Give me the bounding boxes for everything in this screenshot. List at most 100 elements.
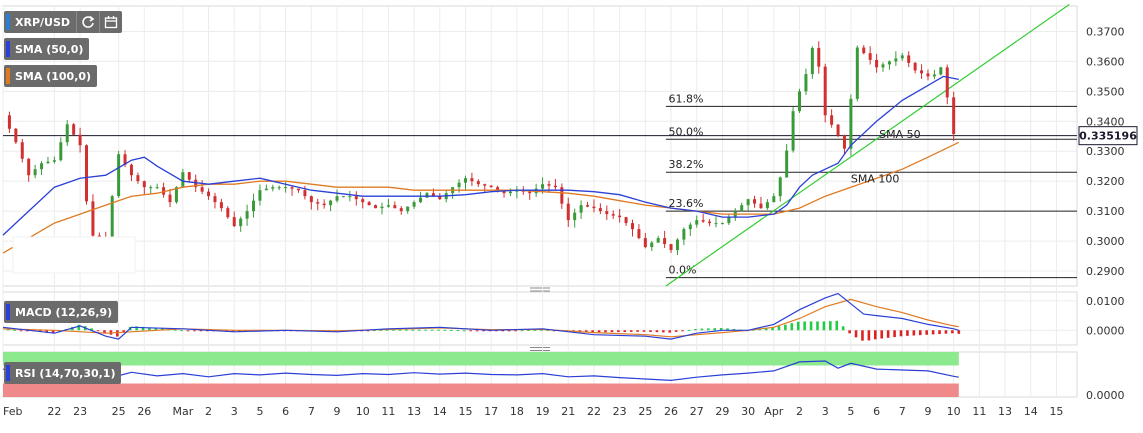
candle-body xyxy=(598,208,602,212)
sma50-swatch xyxy=(6,41,10,57)
macd-histogram-bar xyxy=(732,328,736,331)
candle-body xyxy=(547,184,551,186)
y-tick-label: 0.3000 xyxy=(1086,235,1125,248)
candle-body xyxy=(123,154,127,165)
candle-body xyxy=(46,161,50,164)
macd-histogram-bar xyxy=(173,329,177,331)
macd-histogram-bar xyxy=(90,328,93,331)
sma100-label: SMA (100,0) xyxy=(15,69,92,83)
candle-body xyxy=(695,220,699,225)
candle-body xyxy=(881,64,885,68)
x-tick-label: 22 xyxy=(47,405,61,418)
macd-histogram-bar xyxy=(803,321,806,331)
candle-body xyxy=(688,224,692,230)
macd-histogram-bar xyxy=(681,330,684,332)
macd-histogram-bar xyxy=(482,330,485,332)
x-tick-label: 14 xyxy=(433,405,447,418)
x-tick-label: 18 xyxy=(510,405,524,418)
candle-body xyxy=(431,193,435,197)
x-tick-label: 3 xyxy=(822,405,829,418)
candle-body xyxy=(40,163,44,170)
x-tick-label: 5 xyxy=(847,405,854,418)
candle-body xyxy=(316,202,320,204)
macd-histogram-bar xyxy=(861,330,864,341)
symbol-label[interactable]: XRP/USD xyxy=(15,15,71,29)
candle-body xyxy=(412,202,416,207)
macd-histogram-bar xyxy=(507,330,511,332)
macd-histogram-bar xyxy=(925,330,928,335)
candle-body xyxy=(669,244,673,251)
refresh-icon[interactable] xyxy=(76,11,99,33)
candle-body xyxy=(329,200,333,206)
macd-histogram-bar xyxy=(546,329,550,331)
x-tick-label: 15 xyxy=(458,405,472,418)
x-tick-label: 23 xyxy=(613,405,627,418)
x-tick-label: Mar xyxy=(172,405,193,418)
fib-level-label: 38.2% xyxy=(668,158,703,171)
x-tick-label: 22 xyxy=(587,405,601,418)
candle-body xyxy=(637,229,641,239)
x-tick-label: 14 xyxy=(1024,405,1038,418)
macd-histogram-bar xyxy=(713,328,717,331)
macd-histogram-bar xyxy=(912,330,916,336)
candle-body xyxy=(791,111,795,151)
candle-body xyxy=(252,200,256,212)
macd-histogram-bar xyxy=(199,330,203,332)
x-tick-label: 11 xyxy=(381,405,395,418)
candle-body xyxy=(136,175,140,182)
candle-body xyxy=(528,191,532,194)
candle-body xyxy=(945,67,949,98)
candle-body xyxy=(675,239,679,251)
rsi-legend[interactable]: RSI (14,70,30,1) xyxy=(4,362,122,384)
macd-histogram-bar xyxy=(154,327,158,331)
x-tick-label: 13 xyxy=(998,405,1012,418)
macd-legend[interactable]: MACD (12,26,9) xyxy=(4,301,119,323)
candle-body xyxy=(264,188,268,191)
macd-histogram-bar xyxy=(45,330,48,333)
macd-histogram-bar xyxy=(462,330,466,332)
y-tick-label: 0.3600 xyxy=(1086,55,1125,68)
candle-body xyxy=(213,196,217,203)
macd-histogram-bar xyxy=(642,330,646,332)
x-tick-label: Feb xyxy=(3,405,22,418)
macd-histogram-bar xyxy=(655,330,659,333)
macd-histogram-bar xyxy=(854,330,858,338)
candle-body xyxy=(939,67,943,75)
x-tick-label: 3 xyxy=(231,405,238,418)
candle-body xyxy=(740,205,744,212)
candle-body xyxy=(720,223,724,225)
rsi-line xyxy=(2,360,959,382)
macd-histogram-bar xyxy=(668,330,672,333)
price-pane xyxy=(2,5,1078,287)
candle-body xyxy=(515,190,519,192)
candle-body xyxy=(630,223,634,230)
macd-histogram-bar xyxy=(122,330,126,333)
rsi-overbought-zone xyxy=(3,352,959,366)
x-tick-label: 5 xyxy=(256,405,263,418)
candle-body xyxy=(7,115,11,129)
macd-histogram-bar xyxy=(829,321,832,331)
x-tick-label: 30 xyxy=(741,405,755,418)
macd-histogram-bar xyxy=(398,329,402,331)
macd-histogram-bar xyxy=(161,328,164,331)
candle-body xyxy=(399,208,403,212)
macd-line xyxy=(2,292,959,340)
macd-histogram-bar xyxy=(26,330,29,332)
sma50-legend[interactable]: SMA (50,0) xyxy=(4,38,90,60)
candle-body xyxy=(174,187,178,203)
candle-body xyxy=(817,47,821,67)
candle-body xyxy=(290,187,294,189)
sma100-legend[interactable]: SMA (100,0) xyxy=(4,65,98,87)
candle-body xyxy=(920,70,924,74)
candle-body xyxy=(200,187,204,192)
candle-body xyxy=(759,203,763,209)
macd-histogram-bar xyxy=(527,330,530,332)
x-tick-label: 10 xyxy=(356,405,370,418)
y-tick-label: 0.2900 xyxy=(1086,265,1125,278)
candle-body xyxy=(463,178,467,183)
calendar-icon[interactable] xyxy=(99,11,122,33)
candle-body xyxy=(701,220,705,222)
y-tick-label: 0.3700 xyxy=(1086,25,1125,38)
macd-histogram-bar xyxy=(880,330,884,339)
candle-body xyxy=(419,197,423,203)
